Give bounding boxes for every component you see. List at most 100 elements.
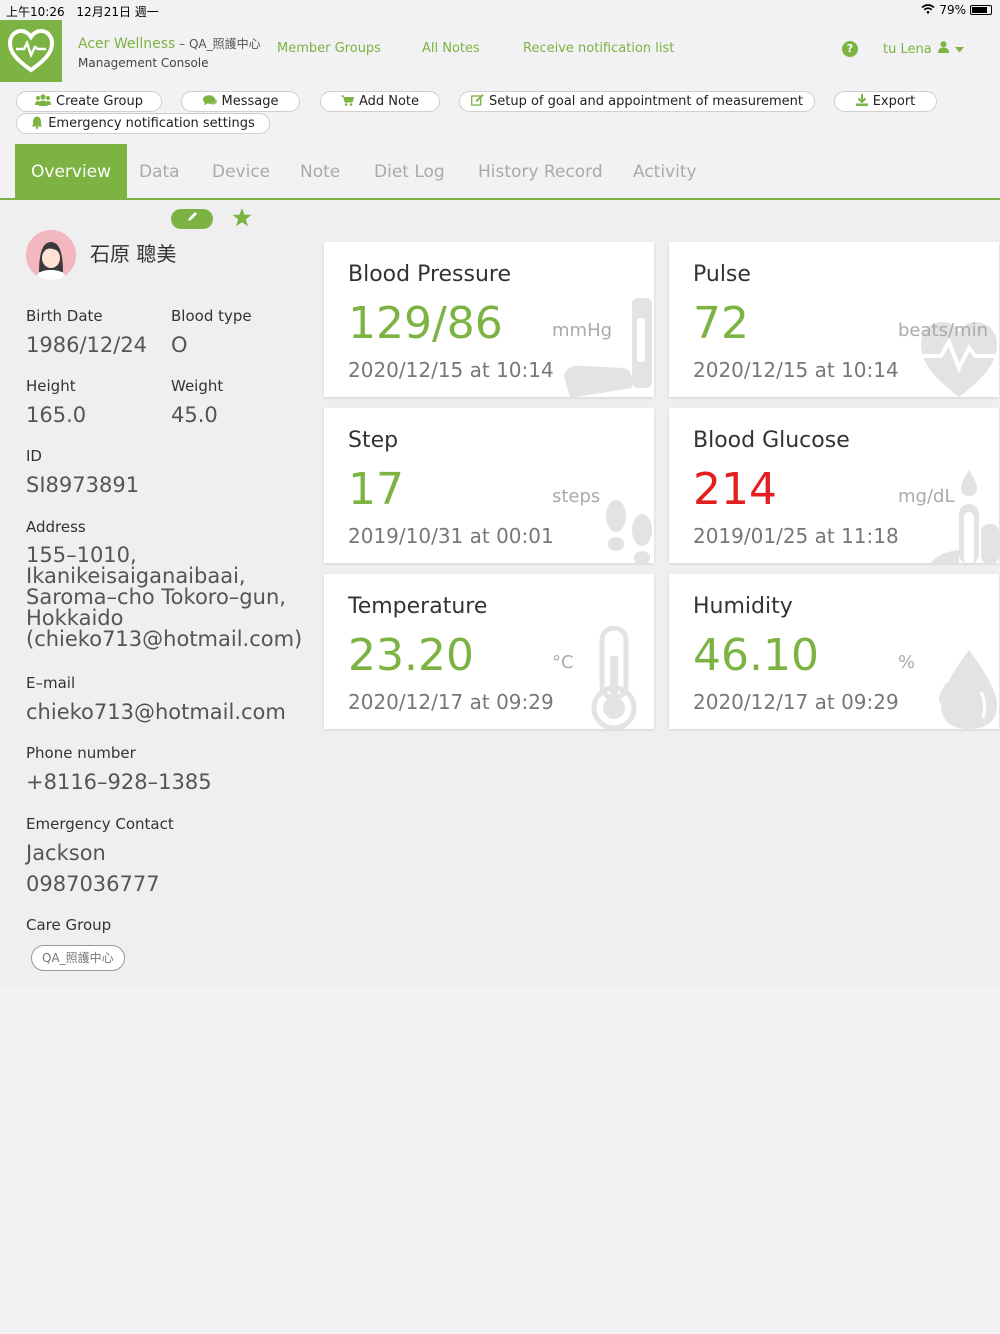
battery-percent: 79% <box>939 3 966 17</box>
help-icon[interactable]: ? <box>842 41 858 57</box>
export-button[interactable]: Export <box>834 91 937 112</box>
action-toolbar: Create Group Message Add Note Setup of g… <box>0 82 1000 134</box>
thermometer-icon <box>586 625 642 729</box>
tab-data[interactable]: Data <box>139 162 180 182</box>
setup-goal-label: Setup of goal and appointment of measure… <box>489 94 803 109</box>
group-icon <box>35 94 52 109</box>
humidity-date: 2020/12/17 at 09:29 <box>693 690 899 714</box>
user-menu[interactable]: tu Lena <box>883 41 964 57</box>
download-icon <box>855 94 868 109</box>
temperature-value: 23.20 <box>348 630 474 681</box>
pulse-title: Pulse <box>693 262 751 287</box>
brand: Acer Wellness – QA_照護中心 Management Conso… <box>78 35 261 70</box>
tab-activity[interactable]: Activity <box>633 162 697 182</box>
birth-date-label: Birth Date <box>26 307 103 325</box>
bp-value: 129/86 <box>348 298 503 349</box>
message-label: Message <box>221 94 279 109</box>
step-value: 17 <box>348 464 404 515</box>
temperature-unit: °C <box>552 652 574 673</box>
height-value: 165.0 <box>26 403 87 427</box>
app-header: Acer Wellness – QA_照護中心 Management Conso… <box>0 20 1000 82</box>
glucose-date: 2019/01/25 at 11:18 <box>693 524 899 548</box>
bp-title: Blood Pressure <box>348 262 512 287</box>
temperature-title: Temperature <box>348 594 488 619</box>
add-note-label: Add Note <box>358 94 420 109</box>
tab-diet-log[interactable]: Diet Log <box>374 162 445 182</box>
nav-receive-notification-list[interactable]: Receive notification list <box>523 41 675 56</box>
blood-pressure-monitor-icon <box>564 286 654 397</box>
address-label: Address <box>26 518 86 536</box>
height-label: Height <box>26 377 76 395</box>
pulse-unit: beats/min <box>898 320 988 341</box>
edit-profile-button[interactable] <box>171 209 213 229</box>
step-date: 2019/10/31 at 00:01 <box>348 524 554 548</box>
empty-area <box>0 986 1000 1334</box>
export-label: Export <box>872 94 916 109</box>
phone-value: +8116–928–1385 <box>26 770 212 794</box>
emergency-contact-name: Jackson <box>26 841 106 865</box>
step-title: Step <box>348 428 399 453</box>
user-name: tu Lena <box>883 41 932 57</box>
temperature-date: 2020/12/17 at 09:29 <box>348 690 554 714</box>
blood-glucose-card[interactable]: Blood Glucose 214 mg/dL 2019/01/25 at 11… <box>669 408 999 563</box>
emergency-notification-settings-button[interactable]: Emergency notification settings <box>16 113 270 134</box>
tab-device[interactable]: Device <box>212 162 271 182</box>
avatar <box>26 230 76 280</box>
user-icon <box>937 41 949 57</box>
bell-icon <box>31 116 43 132</box>
footprints-icon <box>594 496 654 563</box>
status-date: 12月21日 週一 <box>76 5 159 19</box>
star-icon[interactable] <box>232 208 252 232</box>
status-time: 上午10:26 <box>6 5 65 19</box>
step-card[interactable]: Step 17 steps 2019/10/31 at 00:01 <box>324 408 654 563</box>
weight-value: 45.0 <box>171 403 218 427</box>
pulse-date: 2020/12/15 at 10:14 <box>693 358 899 382</box>
create-group-label: Create Group <box>56 94 143 109</box>
console-label: Management Console <box>78 56 209 70</box>
cart-icon <box>340 95 355 109</box>
heart-logo-icon[interactable] <box>0 20 62 82</box>
overview-panel: 石原 聰美 Birth Date 1986/12/24 Blood type O… <box>0 200 1000 986</box>
nav-member-groups[interactable]: Member Groups <box>277 41 381 56</box>
add-note-button[interactable]: Add Note <box>320 91 440 112</box>
id-value: SI8973891 <box>26 473 140 497</box>
setup-goal-appointment-button[interactable]: Setup of goal and appointment of measure… <box>459 91 815 112</box>
message-button[interactable]: Message <box>181 91 300 112</box>
temperature-card[interactable]: Temperature 23.20 °C 2020/12/17 at 09:29 <box>324 574 654 729</box>
humidity-card[interactable]: Humidity 46.10 % 2020/12/17 at 09:29 <box>669 574 999 729</box>
app-name: Acer Wellness <box>78 36 176 52</box>
chevron-down-icon <box>954 42 964 57</box>
chat-icon <box>202 94 217 109</box>
blood-type-label: Blood type <box>171 307 252 325</box>
brand-separator: – <box>175 37 189 51</box>
glucose-finger-icon <box>931 466 999 563</box>
birth-date-value: 1986/12/24 <box>26 333 148 357</box>
bp-date: 2020/12/15 at 10:14 <box>348 358 554 382</box>
pencil-icon <box>188 212 197 221</box>
glucose-value: 214 <box>693 464 777 515</box>
blood-pressure-card[interactable]: Blood Pressure 129/86 mmHg 2020/12/15 at… <box>324 242 654 397</box>
humidity-value: 46.10 <box>693 630 819 681</box>
tab-overview[interactable]: Overview <box>15 144 128 200</box>
emergency-contact-label: Emergency Contact <box>26 815 174 833</box>
pulse-card[interactable]: Pulse 72 beats/min 2020/12/15 at 10:14 <box>669 242 999 397</box>
water-drops-icon <box>937 644 999 729</box>
address-value: 155–1010, Ikanikeisaiganaibaai, Saroma–c… <box>26 543 303 651</box>
emergency-settings-label: Emergency notification settings <box>48 116 255 131</box>
status-bar: 上午10:26 12月21日 週一 79% <box>0 0 1000 20</box>
heart-rate-icon <box>919 304 999 397</box>
patient-name: 石原 聰美 <box>90 242 177 266</box>
create-group-button[interactable]: Create Group <box>16 91 162 112</box>
tab-note[interactable]: Note <box>300 162 341 182</box>
tab-history-record[interactable]: History Record <box>478 162 603 182</box>
bp-unit: mmHg <box>552 320 613 341</box>
nav-all-notes[interactable]: All Notes <box>422 41 480 56</box>
care-group-chip[interactable]: QA_照護中心 <box>31 945 125 971</box>
weight-label: Weight <box>171 377 224 395</box>
step-unit: steps <box>552 486 601 507</box>
tab-bar: Overview Data Device Note Diet Log Histo… <box>0 134 1000 200</box>
pulse-value: 72 <box>693 298 749 349</box>
emergency-contact-phone: 0987036777 <box>26 872 160 896</box>
glucose-title: Blood Glucose <box>693 428 850 453</box>
battery-icon <box>970 5 992 15</box>
